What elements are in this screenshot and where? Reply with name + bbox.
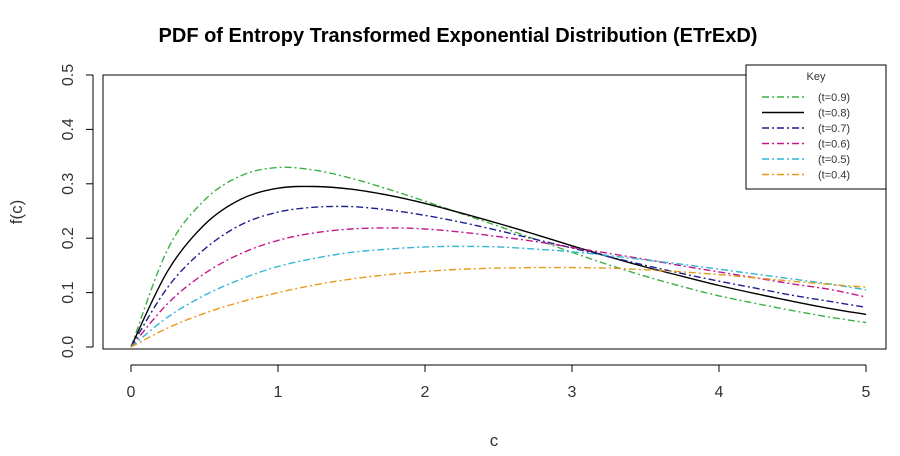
x-axis-label: c <box>490 431 499 450</box>
series-line-2 <box>130 205 867 348</box>
x-axis: 0 1 2 3 4 5 <box>127 364 871 401</box>
y-axis: 0.0 0.1 0.2 0.3 0.4 0.5 <box>60 64 94 358</box>
legend: Key (t=0.9) (t=0.8) (t=0.7) (t=0.6) (t=0.5) (… <box>745 64 887 190</box>
series-line-5 <box>130 266 867 348</box>
legend-label-4: (t=0.5) <box>818 154 850 166</box>
x-tick-label: 1 <box>274 384 283 401</box>
series-line-4 <box>130 245 867 348</box>
y-tick-label: 0.5 <box>60 64 77 86</box>
legend-label-5: (t=0.4) <box>818 170 850 182</box>
series-line-1 <box>130 185 867 348</box>
legend-label-0: (t=0.9) <box>818 92 850 104</box>
legend-label-3: (t=0.6) <box>818 139 850 151</box>
legend-box <box>745 64 887 190</box>
x-tick-label: 2 <box>421 384 430 401</box>
y-axis-label: f(c) <box>7 200 26 225</box>
chart-title: PDF of Entropy Transformed Exponential D… <box>159 25 758 47</box>
legend-title: Key <box>807 71 826 83</box>
y-tick-label: 0.0 <box>60 336 77 358</box>
y-tick-label: 0.3 <box>60 173 77 195</box>
legend-label-1: (t=0.8) <box>818 108 850 120</box>
y-tick-label: 0.4 <box>60 118 77 140</box>
y-tick-label: 0.2 <box>60 227 77 249</box>
plot-frame <box>102 74 887 350</box>
x-tick-label: 0 <box>127 384 136 401</box>
legend-label-2: (t=0.7) <box>818 123 850 135</box>
x-tick-label: 4 <box>715 384 724 401</box>
y-tick-label: 0.1 <box>60 281 77 303</box>
series-line-3 <box>130 227 867 348</box>
x-tick-label: 5 <box>862 384 871 401</box>
x-tick-label: 3 <box>568 384 577 401</box>
series-line-0 <box>130 166 867 348</box>
series-lines <box>130 166 867 348</box>
